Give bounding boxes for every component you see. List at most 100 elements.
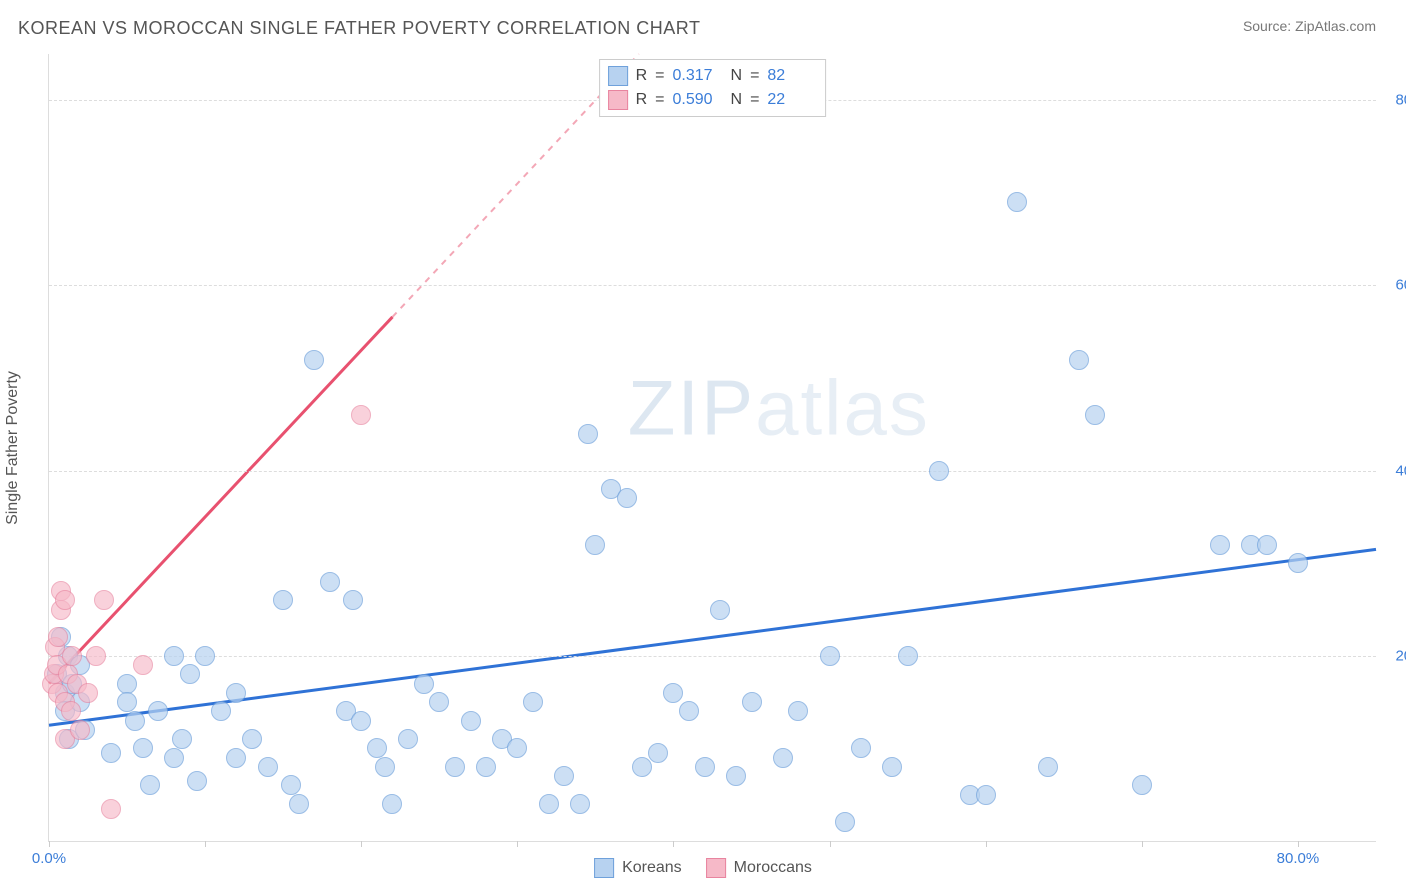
data-point xyxy=(94,590,114,610)
data-point xyxy=(101,743,121,763)
data-point xyxy=(554,766,574,786)
data-point xyxy=(1038,757,1058,777)
data-point xyxy=(882,757,902,777)
stats-row-koreans: R = 0.317 N = 82 xyxy=(608,64,818,88)
data-point xyxy=(1257,535,1277,555)
data-point xyxy=(48,627,68,647)
data-point xyxy=(976,785,996,805)
data-point xyxy=(351,405,371,425)
swatch-moroccans xyxy=(608,90,628,110)
data-point xyxy=(117,692,137,712)
data-point xyxy=(617,488,637,508)
data-point xyxy=(726,766,746,786)
data-point xyxy=(242,729,262,749)
x-tick-mark xyxy=(361,841,362,847)
data-point xyxy=(320,572,340,592)
data-point xyxy=(929,461,949,481)
data-point xyxy=(1132,775,1152,795)
data-point xyxy=(539,794,559,814)
x-tick-label: 0.0% xyxy=(32,850,66,867)
y-tick-label: 20.0% xyxy=(1383,647,1406,664)
data-point xyxy=(226,748,246,768)
data-point xyxy=(570,794,590,814)
n-value-moroccans: 22 xyxy=(767,91,817,109)
data-point xyxy=(187,771,207,791)
data-point xyxy=(133,738,153,758)
data-point xyxy=(78,683,98,703)
data-point xyxy=(507,738,527,758)
x-tick-mark xyxy=(673,841,674,847)
r-value-moroccans: 0.590 xyxy=(673,91,723,109)
data-point xyxy=(61,701,81,721)
data-point xyxy=(461,711,481,731)
x-tick-label: 80.0% xyxy=(1277,850,1320,867)
data-point xyxy=(695,757,715,777)
gridline xyxy=(49,285,1376,286)
data-point xyxy=(148,701,168,721)
data-point xyxy=(180,664,200,684)
data-point xyxy=(445,757,465,777)
data-point xyxy=(742,692,762,712)
x-tick-mark xyxy=(830,841,831,847)
data-point xyxy=(398,729,418,749)
stats-row-moroccans: R = 0.590 N = 22 xyxy=(608,88,818,112)
data-point xyxy=(289,794,309,814)
gridline xyxy=(49,471,1376,472)
data-point xyxy=(117,674,137,694)
data-point xyxy=(648,743,668,763)
data-point xyxy=(578,424,598,444)
legend-item-moroccans: Moroccans xyxy=(706,858,812,878)
data-point xyxy=(414,674,434,694)
chart-title: KOREAN VS MOROCCAN SINGLE FATHER POVERTY… xyxy=(18,18,700,39)
n-value-koreans: 82 xyxy=(767,67,817,85)
data-point xyxy=(304,350,324,370)
stats-box: R = 0.317 N = 82 R = 0.590 N = 22 xyxy=(599,59,827,117)
data-point xyxy=(86,646,106,666)
swatch-moroccans-legend xyxy=(706,858,726,878)
data-point xyxy=(70,720,90,740)
y-tick-label: 60.0% xyxy=(1383,277,1406,294)
data-point xyxy=(476,757,496,777)
data-point xyxy=(710,600,730,620)
data-point xyxy=(679,701,699,721)
data-point xyxy=(1007,192,1027,212)
data-point xyxy=(898,646,918,666)
gridline xyxy=(49,656,1376,657)
data-point xyxy=(1085,405,1105,425)
data-point xyxy=(101,799,121,819)
data-point xyxy=(851,738,871,758)
data-point xyxy=(273,590,293,610)
data-point xyxy=(164,748,184,768)
data-point xyxy=(835,812,855,832)
data-point xyxy=(164,646,184,666)
data-point xyxy=(1069,350,1089,370)
y-tick-label: 40.0% xyxy=(1383,462,1406,479)
x-tick-mark xyxy=(205,841,206,847)
data-point xyxy=(55,590,75,610)
x-tick-mark xyxy=(49,841,50,847)
legend-item-koreans: Koreans xyxy=(594,858,682,878)
data-point xyxy=(429,692,449,712)
data-point xyxy=(820,646,840,666)
data-point xyxy=(367,738,387,758)
x-tick-mark xyxy=(1298,841,1299,847)
x-tick-mark xyxy=(986,841,987,847)
swatch-koreans xyxy=(608,66,628,86)
legend: Koreans Moroccans xyxy=(594,858,812,878)
data-point xyxy=(663,683,683,703)
data-point xyxy=(62,646,82,666)
data-point xyxy=(351,711,371,731)
data-point xyxy=(375,757,395,777)
data-point xyxy=(133,655,153,675)
data-point xyxy=(211,701,231,721)
data-point xyxy=(140,775,160,795)
x-tick-mark xyxy=(1142,841,1143,847)
swatch-koreans-legend xyxy=(594,858,614,878)
data-point xyxy=(343,590,363,610)
y-tick-label: 80.0% xyxy=(1383,92,1406,109)
data-point xyxy=(382,794,402,814)
r-value-koreans: 0.317 xyxy=(673,67,723,85)
data-point xyxy=(1210,535,1230,555)
x-tick-mark xyxy=(517,841,518,847)
data-point xyxy=(773,748,793,768)
